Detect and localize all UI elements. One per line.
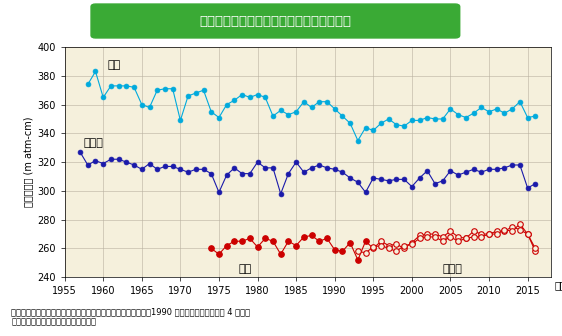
Text: 札幌: 札幌 xyxy=(107,60,120,70)
Text: 那覇: 那覇 xyxy=(238,264,252,274)
FancyBboxPatch shape xyxy=(91,4,460,38)
Text: 日本国内のオゾン全量年平均値の経年変化: 日本国内のオゾン全量年平均値の経年変化 xyxy=(200,15,351,28)
Text: つくば: つくば xyxy=(84,138,104,148)
Text: （年）: （年） xyxy=(555,280,562,290)
Y-axis label: オゾン全量 (m atm-cm): オゾン全量 (m atm-cm) xyxy=(23,117,33,207)
Text: 南鳥島: 南鳥島 xyxy=(443,264,463,274)
Text: オゾン全量とは、観測地点の上空に存在するオゾンの総量で、1990 年代半ば以降は、国内 4 地点と
もに緩やかな増加傾向がみられます。: オゾン全量とは、観測地点の上空に存在するオゾンの総量で、1990 年代半ば以降は… xyxy=(11,307,250,327)
